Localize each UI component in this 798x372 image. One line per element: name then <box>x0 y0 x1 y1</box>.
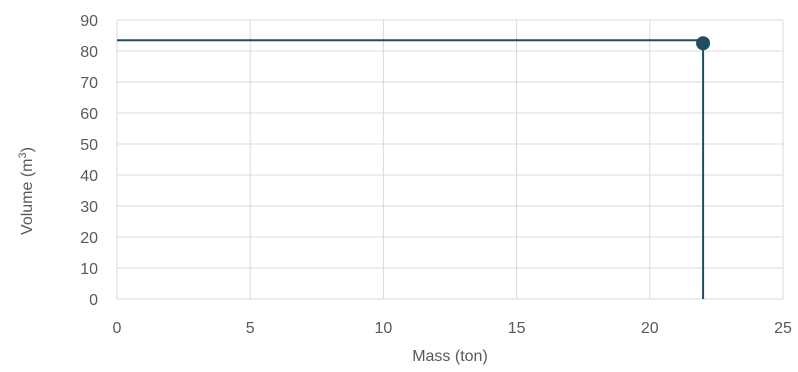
x-tick-label: 0 <box>113 320 122 337</box>
y-axis-title-sup: 3 <box>17 152 29 158</box>
y-tick-label: 20 <box>80 230 98 247</box>
x-tick-label: 5 <box>246 320 255 337</box>
y-axis-title-end: ) <box>19 147 36 152</box>
x-tick-label: 20 <box>641 320 659 337</box>
y-tick-label: 70 <box>80 75 98 92</box>
gridlines <box>116 19 784 300</box>
x-tick-label: 15 <box>508 320 526 337</box>
y-tick-label: 0 <box>89 292 98 309</box>
y-axis-title: Volume (m3) <box>17 147 36 235</box>
x-tick-label: 10 <box>375 320 393 337</box>
y-tick-label: 40 <box>80 168 98 185</box>
y-axis-ticks: 0 10 20 30 40 50 60 70 80 90 <box>80 13 98 309</box>
y-tick-label: 80 <box>80 44 98 61</box>
data-point <box>696 36 711 51</box>
y-tick-label: 90 <box>80 13 98 30</box>
y-axis-title-main: Volume (m <box>19 158 36 234</box>
reference-lines <box>117 39 705 299</box>
y-tick-label: 30 <box>80 199 98 216</box>
data-points <box>696 36 711 51</box>
y-tick-label: 60 <box>80 106 98 123</box>
x-axis-ticks: 0 5 10 15 20 25 <box>113 320 792 337</box>
x-tick-label: 25 <box>774 320 792 337</box>
y-tick-label: 50 <box>80 137 98 154</box>
y-tick-label: 10 <box>80 261 98 278</box>
x-axis-title: Mass (ton) <box>412 348 488 365</box>
